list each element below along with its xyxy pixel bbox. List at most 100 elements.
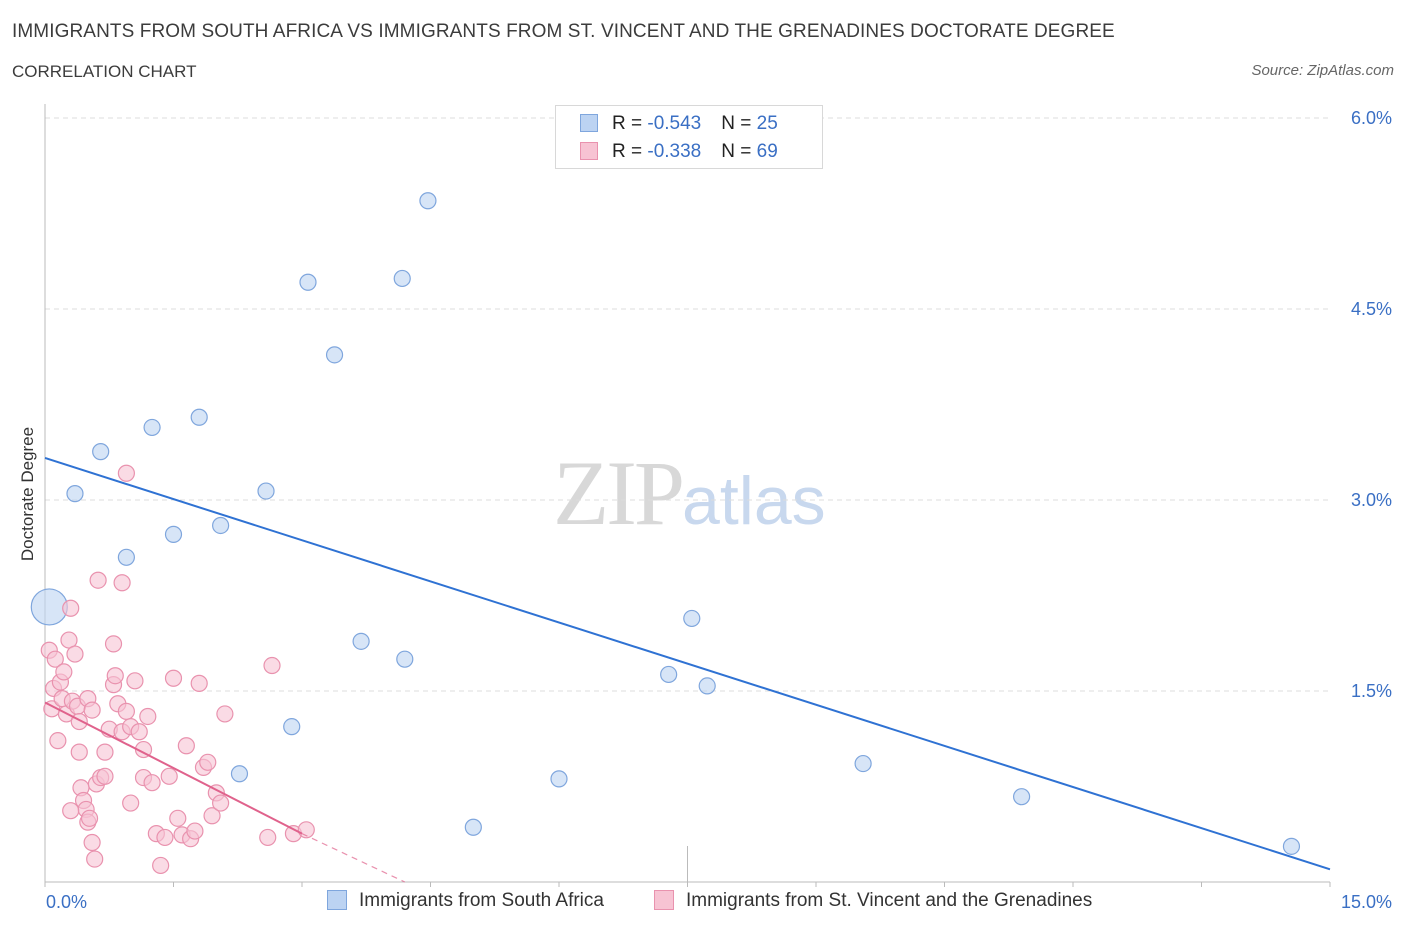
point-st-vincent bbox=[70, 712, 88, 731]
point-st-vincent bbox=[164, 669, 183, 687]
y-tick-label: 6.0% bbox=[1351, 108, 1392, 128]
point-st-vincent bbox=[62, 599, 80, 617]
point-st-vincent bbox=[89, 571, 107, 589]
grid-lines bbox=[45, 117, 1330, 692]
point-st-vincent bbox=[96, 743, 114, 761]
series-legend-st-vincent: Immigrants from St. Vincent and the Gren… bbox=[654, 890, 1092, 912]
point-st-vincent bbox=[169, 809, 187, 827]
point-st-vincent bbox=[156, 828, 174, 847]
point-st-vincent bbox=[86, 850, 104, 868]
watermark: ZIPatlas bbox=[553, 440, 826, 546]
series-label: Immigrants from South Africa bbox=[359, 890, 604, 911]
series-swatch-blue bbox=[327, 890, 347, 910]
point-st-vincent bbox=[113, 574, 131, 592]
point-st-vincent bbox=[55, 663, 73, 681]
legend-n-value: 25 bbox=[756, 113, 778, 134]
point-st-vincent bbox=[143, 774, 161, 792]
point-south-africa bbox=[212, 516, 230, 535]
point-south-africa bbox=[683, 609, 701, 628]
legend-row-st-vincent: R = -0.338 N = 69 bbox=[580, 141, 778, 165]
point-south-africa bbox=[393, 269, 411, 288]
watermark-atlas: atlas bbox=[682, 463, 826, 539]
watermark-zip: ZIP bbox=[553, 442, 685, 544]
point-st-vincent bbox=[83, 833, 101, 852]
point-south-africa bbox=[660, 665, 678, 684]
trend-st-vincent-extension bbox=[301, 833, 406, 883]
point-south-africa bbox=[854, 754, 872, 773]
point-south-africa bbox=[464, 818, 482, 836]
point-south-africa bbox=[92, 443, 110, 461]
source-credit: Source: ZipAtlas.com bbox=[1251, 62, 1394, 79]
point-st-vincent bbox=[199, 753, 217, 771]
point-st-vincent bbox=[259, 828, 277, 847]
point-south-africa bbox=[352, 632, 370, 650]
correlation-legend: R = -0.543 N = 25 R = -0.338 N = 69 bbox=[555, 105, 823, 169]
point-south-africa bbox=[190, 408, 208, 426]
point-south-africa bbox=[257, 482, 275, 500]
legend-n-label: N = bbox=[721, 113, 757, 134]
point-st-vincent bbox=[160, 767, 178, 785]
point-st-vincent bbox=[122, 794, 140, 812]
point-st-vincent bbox=[190, 674, 208, 692]
legend-n-value: 69 bbox=[756, 141, 778, 162]
series-label: Immigrants from St. Vincent and the Gren… bbox=[686, 890, 1093, 911]
point-st-vincent bbox=[62, 802, 80, 820]
y-tick-label: 4.5% bbox=[1351, 299, 1392, 319]
point-st-vincent bbox=[263, 656, 281, 675]
series-swatch-pink bbox=[654, 890, 674, 910]
legend-r-label: R = bbox=[612, 113, 648, 134]
point-st-vincent bbox=[130, 723, 148, 741]
point-south-africa bbox=[164, 525, 183, 543]
point-st-vincent bbox=[117, 464, 135, 482]
trend-lines bbox=[44, 457, 1331, 883]
axes bbox=[44, 104, 1331, 887]
legend-r-label: R = bbox=[612, 141, 648, 162]
trend-south-africa bbox=[44, 457, 1331, 871]
legend-swatch-blue bbox=[580, 114, 598, 132]
point-st-vincent bbox=[46, 650, 64, 668]
point-st-vincent bbox=[106, 667, 124, 685]
y-tick-label: 1.5% bbox=[1351, 681, 1392, 701]
point-st-vincent bbox=[177, 737, 195, 755]
point-south-africa bbox=[30, 588, 68, 626]
point-st-vincent bbox=[186, 822, 204, 840]
point-south-africa bbox=[698, 677, 716, 695]
point-south-africa bbox=[66, 485, 84, 503]
point-south-africa bbox=[325, 346, 344, 364]
point-south-africa bbox=[550, 770, 568, 788]
legend-r-value: -0.543 bbox=[647, 113, 702, 134]
point-st-vincent bbox=[126, 672, 144, 690]
point-st-vincent bbox=[49, 732, 67, 750]
x-tick-label: 15.0% bbox=[1341, 892, 1392, 912]
point-south-africa bbox=[117, 548, 135, 566]
point-south-africa bbox=[396, 650, 414, 668]
point-st-vincent bbox=[96, 767, 114, 785]
legend-r-value: -0.338 bbox=[647, 141, 702, 162]
point-south-africa bbox=[283, 718, 301, 736]
legend-n-label: N = bbox=[721, 141, 757, 162]
point-south-africa bbox=[299, 273, 317, 291]
point-south-africa bbox=[230, 765, 249, 783]
point-st-vincent bbox=[104, 635, 123, 653]
point-st-vincent bbox=[139, 707, 157, 726]
point-st-vincent bbox=[203, 807, 221, 825]
legend-row-south-africa: R = -0.543 N = 25 bbox=[580, 113, 778, 137]
trend-st-vincent bbox=[44, 701, 303, 835]
point-st-vincent bbox=[80, 809, 99, 827]
data-points bbox=[30, 192, 1301, 875]
point-st-vincent bbox=[66, 645, 84, 663]
point-st-vincent bbox=[117, 702, 135, 720]
chart-subtitle: CORRELATION CHART bbox=[12, 62, 197, 81]
chart-title: IMMIGRANTS FROM SOUTH AFRICA VS IMMIGRAN… bbox=[12, 21, 1115, 42]
point-st-vincent bbox=[212, 794, 230, 812]
point-south-africa bbox=[1012, 788, 1031, 806]
point-st-vincent bbox=[70, 743, 88, 761]
y-tick-label: 3.0% bbox=[1351, 490, 1392, 510]
x-tick-label: 0.0% bbox=[46, 892, 87, 912]
point-south-africa bbox=[1282, 837, 1301, 855]
point-st-vincent bbox=[83, 701, 101, 719]
legend-swatch-pink bbox=[580, 142, 598, 160]
series-legend-south-africa: Immigrants from South Africa bbox=[327, 890, 604, 912]
y-axis-label: Doctorate Degree bbox=[18, 426, 37, 562]
tick-labels: 1.5% 3.0% 4.5% 6.0% 0.0% 15.0% bbox=[46, 108, 1392, 912]
